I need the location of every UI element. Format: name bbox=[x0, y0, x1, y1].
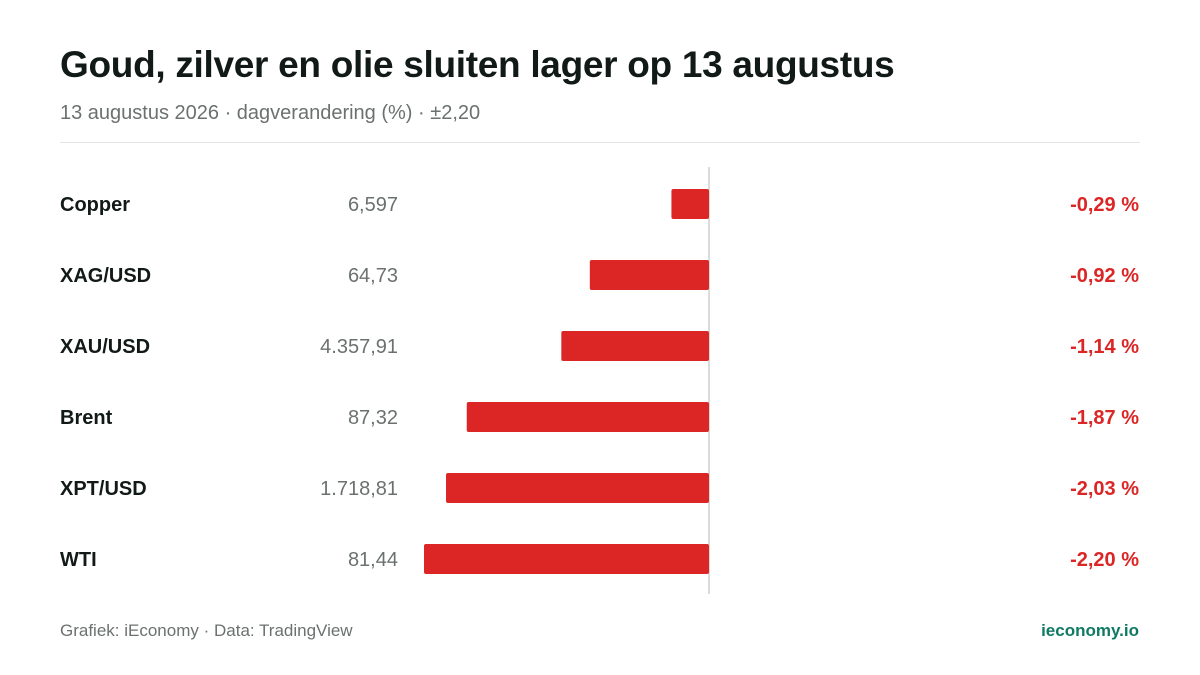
price-label: 4.357,91 bbox=[320, 336, 398, 358]
category-label: Copper bbox=[60, 194, 130, 216]
category-label: Brent bbox=[60, 407, 113, 429]
chart-title: Goud, zilver en olie sluiten lager op 13… bbox=[60, 44, 895, 85]
bar bbox=[671, 189, 709, 219]
category-label: XAU/USD bbox=[60, 336, 150, 358]
bar bbox=[561, 331, 709, 361]
chart-subtitle: 13 augustus 2026 · dagverandering (%) · … bbox=[60, 102, 481, 124]
price-label: 87,32 bbox=[348, 407, 398, 429]
bar bbox=[466, 402, 709, 432]
price-label: 6,597 bbox=[348, 194, 398, 216]
category-label: WTI bbox=[60, 549, 97, 571]
price-label: 81,44 bbox=[348, 549, 398, 571]
value-label: -1,14 % bbox=[1070, 336, 1139, 358]
source-credit: Grafiek: iEconomy · Data: TradingView bbox=[60, 621, 353, 640]
value-label: -2,20 % bbox=[1070, 549, 1139, 571]
value-label: -0,29 % bbox=[1070, 194, 1139, 216]
bar bbox=[424, 544, 709, 574]
value-label: -1,87 % bbox=[1070, 407, 1139, 429]
value-label: -2,03 % bbox=[1070, 478, 1139, 500]
brand-link[interactable]: ieconomy.io bbox=[1041, 621, 1139, 640]
price-label: 1.718,81 bbox=[320, 478, 398, 500]
category-label: XPT/USD bbox=[60, 478, 147, 500]
bar bbox=[589, 260, 709, 290]
value-label: -0,92 % bbox=[1070, 265, 1139, 287]
bar bbox=[446, 473, 709, 503]
header-divider bbox=[60, 142, 1140, 143]
price-label: 64,73 bbox=[348, 265, 398, 287]
category-label: XAG/USD bbox=[60, 265, 151, 287]
